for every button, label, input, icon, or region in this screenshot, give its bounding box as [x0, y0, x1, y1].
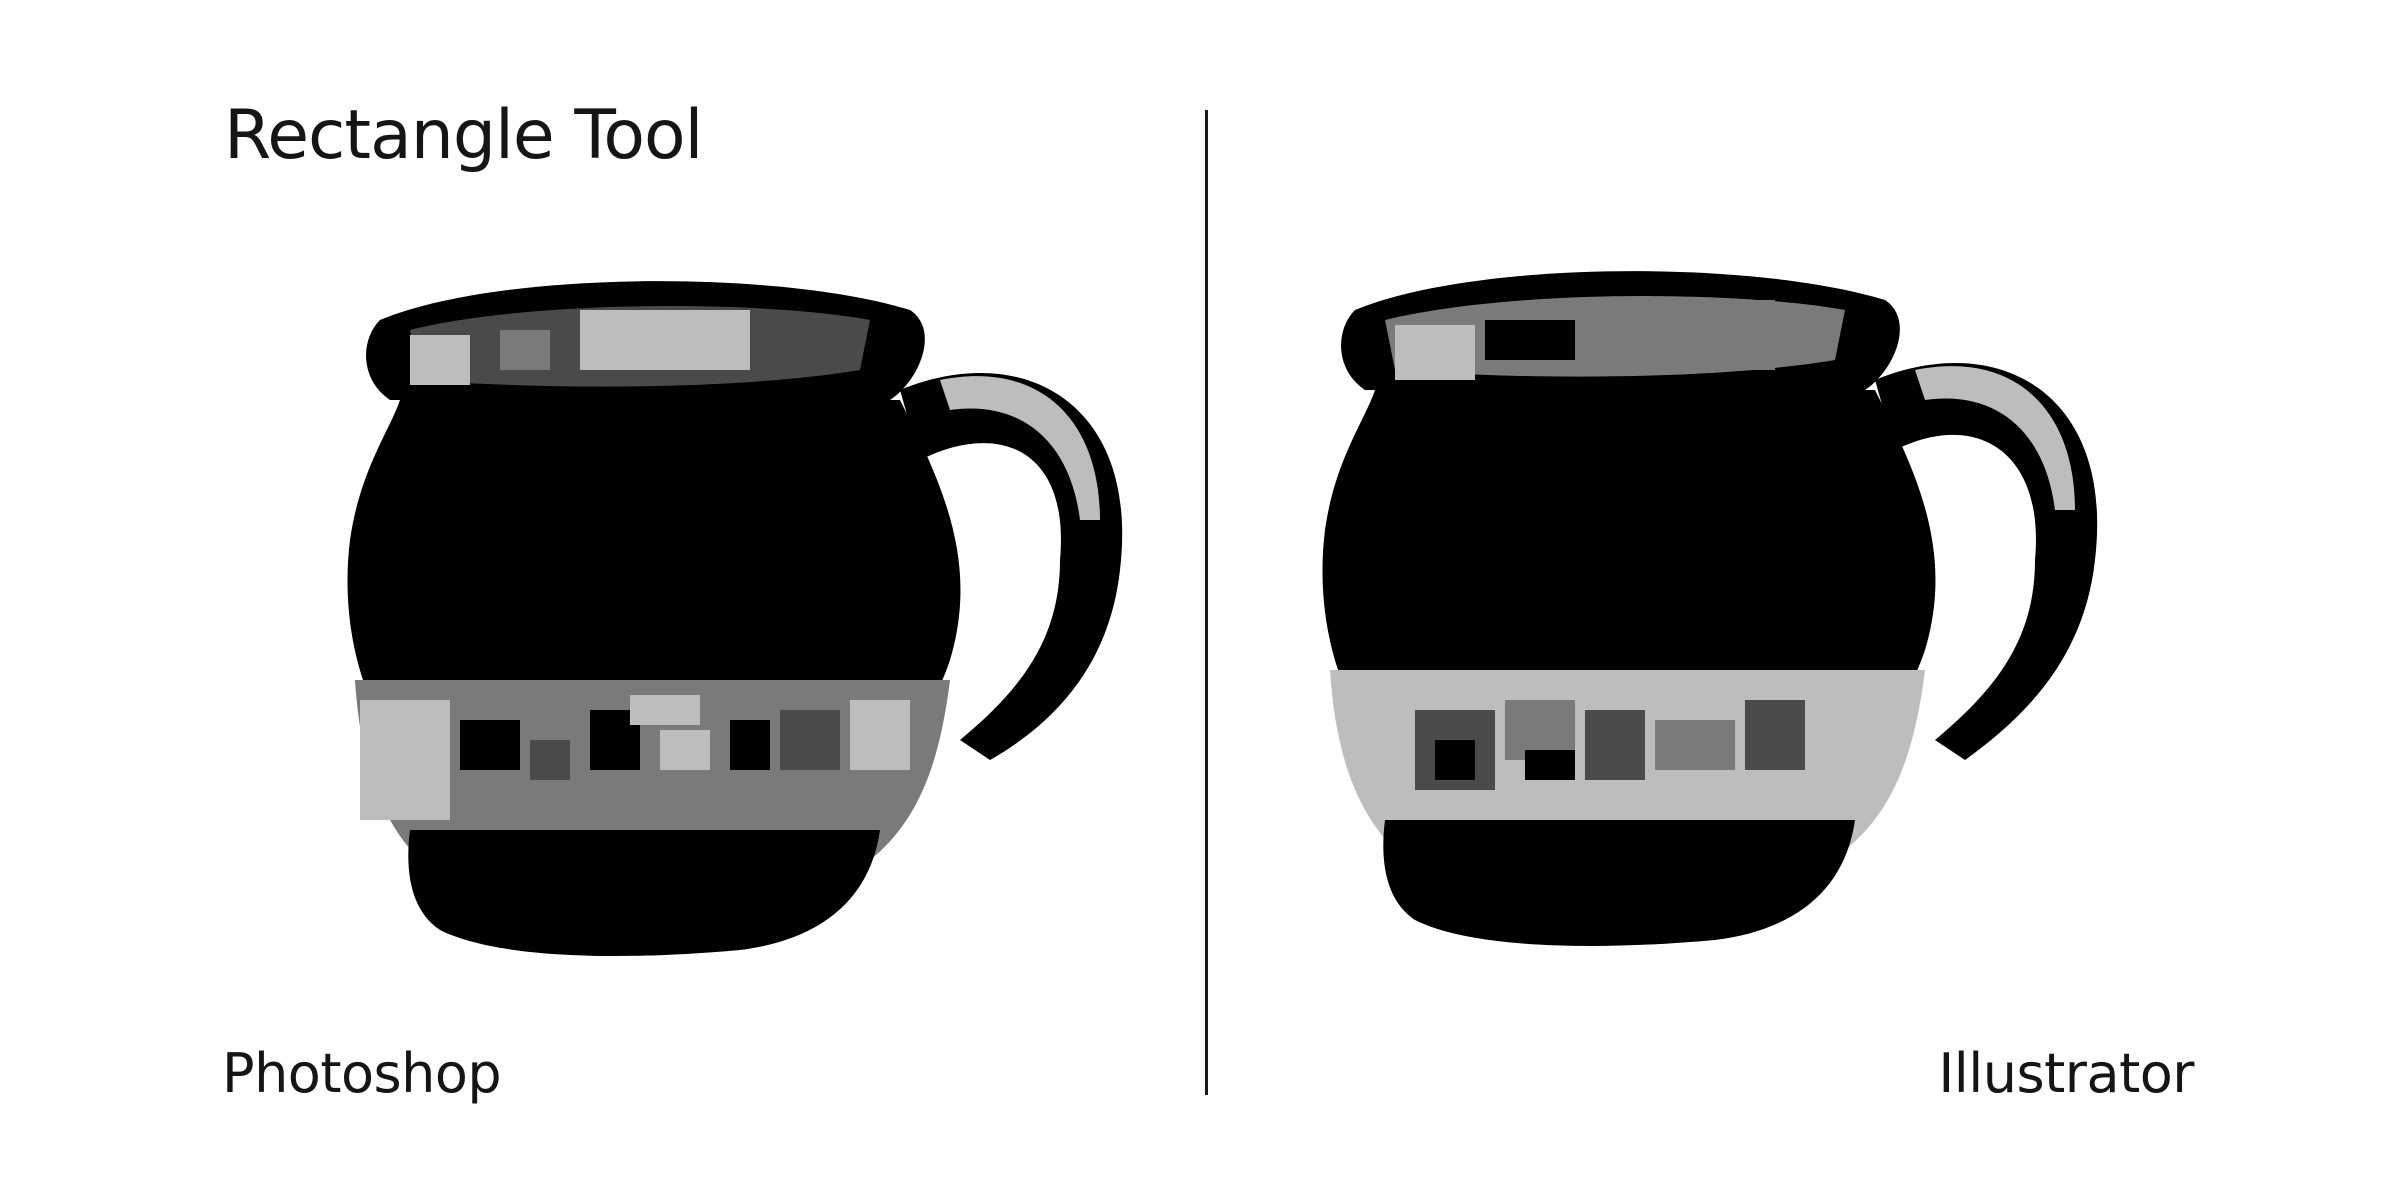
photoshop-mug-graphic — [347, 281, 1123, 956]
illustrator-caption: Illustrator — [1938, 1042, 2194, 1105]
page-title: Rectangle Tool — [224, 96, 703, 175]
photoshop-caption: Photoshop — [222, 1042, 502, 1105]
photoshop-mug-image — [300, 240, 1200, 1020]
illustrator-mug-graphic — [1322, 271, 2098, 946]
illustrator-mug-image — [1265, 240, 2165, 1020]
vertical-divider — [1205, 110, 1208, 1095]
